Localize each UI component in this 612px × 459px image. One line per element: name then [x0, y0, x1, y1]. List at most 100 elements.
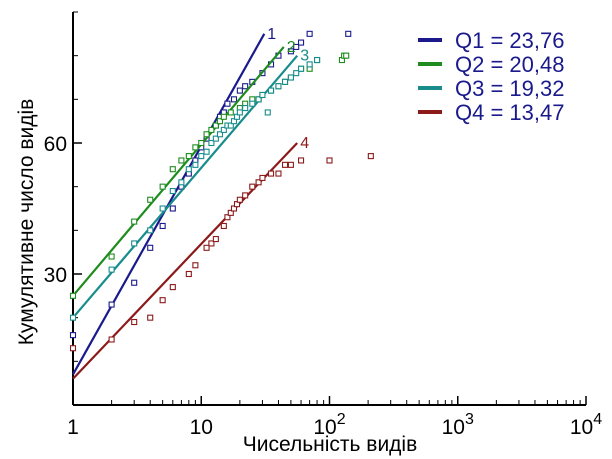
y-tick-label-30: 30	[44, 264, 67, 287]
point	[208, 139, 215, 147]
series-4: 4	[69, 135, 374, 380]
point	[198, 139, 205, 147]
point	[198, 153, 205, 160]
x-tick-label-1: 1	[67, 416, 79, 439]
x-tick-label-10: 10	[190, 416, 213, 439]
point	[267, 170, 275, 177]
point	[267, 87, 275, 94]
point	[230, 96, 238, 103]
point	[108, 301, 115, 308]
point	[169, 205, 176, 212]
point	[192, 262, 199, 269]
x-tick-label-100: 102	[313, 411, 345, 439]
series-label-3: 3	[300, 48, 309, 65]
point	[220, 222, 227, 230]
point	[169, 284, 176, 291]
point	[220, 113, 227, 120]
legend-entry-q3: Q3 = 19,32	[418, 76, 564, 101]
legend-label: Q4 = 13,47	[455, 100, 564, 125]
point	[281, 161, 289, 168]
point	[159, 222, 166, 230]
point	[131, 218, 138, 225]
point	[131, 240, 138, 247]
point	[293, 43, 300, 50]
point	[306, 30, 313, 37]
point	[314, 56, 321, 64]
point	[159, 297, 166, 304]
point	[208, 240, 215, 247]
point	[131, 318, 138, 326]
point	[345, 30, 352, 37]
point	[169, 187, 176, 195]
point	[178, 179, 185, 186]
fit-line-1	[72, 33, 266, 375]
point	[297, 157, 305, 164]
point	[192, 161, 199, 168]
point	[259, 91, 266, 99]
x-tick-label-1000: 103	[442, 411, 474, 439]
point	[227, 209, 234, 216]
point	[192, 144, 199, 151]
point	[203, 244, 210, 251]
point	[185, 166, 192, 173]
legend-entry-q1: Q1 = 23,76	[418, 28, 564, 53]
point	[69, 314, 77, 321]
point	[236, 87, 243, 94]
y-axis-label: Кумулятивне число видів	[15, 99, 38, 346]
axis-ticks: 1 10 102 103 104 30 60	[44, 11, 602, 439]
point	[147, 314, 154, 321]
series-label-1: 1	[267, 26, 276, 43]
point	[159, 205, 166, 212]
fit-line-2	[72, 46, 285, 297]
point	[281, 78, 289, 85]
point	[147, 196, 154, 203]
point	[255, 96, 262, 103]
point	[69, 332, 77, 339]
point	[159, 183, 166, 190]
point	[249, 100, 256, 107]
point	[108, 253, 115, 260]
point	[297, 65, 305, 72]
legend-entry-q2: Q2 = 20,48	[418, 52, 564, 77]
legend-entry-q4: Q4 = 13,47	[418, 100, 564, 125]
point	[255, 179, 262, 186]
point	[227, 109, 234, 116]
point	[224, 100, 231, 107]
series-label-4: 4	[300, 135, 309, 152]
point	[275, 170, 282, 177]
point	[287, 161, 294, 168]
point	[220, 126, 227, 133]
series-2: 2	[69, 39, 350, 299]
point	[147, 244, 154, 251]
point	[212, 135, 219, 142]
point	[131, 279, 138, 286]
point	[224, 214, 231, 221]
point	[216, 118, 224, 125]
series-3: 3	[69, 48, 321, 321]
y-tick-label-60: 60	[44, 133, 67, 156]
point	[178, 157, 185, 164]
point	[212, 236, 219, 243]
point	[249, 183, 256, 190]
series-label-2: 2	[287, 39, 296, 56]
x-axis-label: Чисельність видів	[243, 433, 418, 456]
point	[108, 336, 115, 343]
point	[208, 126, 215, 133]
point	[326, 157, 333, 164]
legend-label: Q3 = 19,32	[455, 76, 564, 101]
point	[242, 192, 249, 199]
legend-label: Q2 = 20,48	[455, 52, 564, 77]
point	[264, 109, 271, 116]
point	[259, 174, 266, 181]
point	[297, 39, 305, 46]
point	[293, 70, 300, 77]
point	[236, 196, 243, 203]
point	[69, 292, 77, 299]
legend-label: Q1 = 23,76	[455, 28, 564, 53]
point	[69, 345, 77, 352]
point	[367, 153, 374, 160]
point	[203, 131, 210, 138]
point	[275, 83, 282, 90]
series-layer: 123 4	[69, 26, 374, 380]
